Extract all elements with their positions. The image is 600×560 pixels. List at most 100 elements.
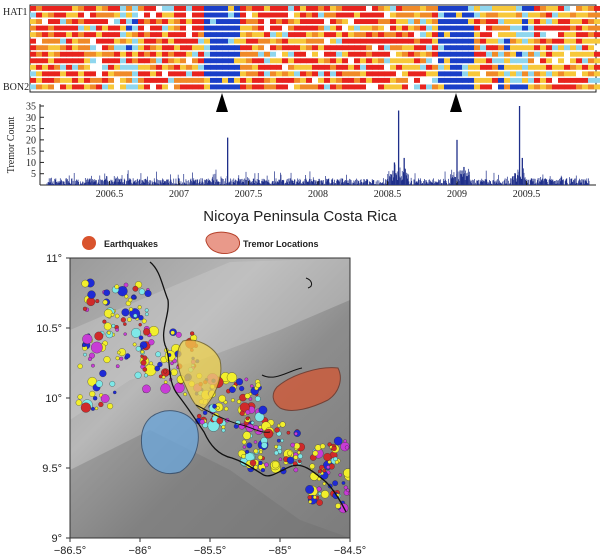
earthquake-point [87, 356, 92, 361]
heatmap-cell [246, 58, 253, 64]
heatmap-cell [282, 84, 289, 90]
heatmap-cell [342, 58, 349, 64]
heatmap-cell [564, 25, 571, 31]
heatmap-cell [528, 38, 535, 44]
earthquake-point [343, 485, 348, 490]
heatmap-cell [66, 32, 73, 38]
heatmap-cell [306, 77, 313, 83]
heatmap-cell [258, 12, 265, 18]
heatmap-cell [276, 45, 283, 51]
heatmap-cell [420, 25, 427, 31]
heatmap-cell [210, 25, 217, 31]
heatmap-cell [462, 25, 469, 31]
heatmap-cell [540, 77, 547, 83]
heatmap-cell [234, 64, 241, 70]
heatmap-cell [588, 64, 595, 70]
heatmap-cell [180, 25, 187, 31]
map-y-tick-label: 10° [45, 393, 62, 405]
heatmap-cell [534, 38, 541, 44]
heatmap-cell [324, 77, 331, 83]
heatmap-cell [60, 38, 67, 44]
heatmap-cell [480, 6, 487, 11]
heatmap-cell [474, 45, 481, 51]
heatmap-cell [468, 84, 475, 90]
heatmap-cell [54, 58, 61, 64]
heatmap-cell [366, 64, 373, 70]
heatmap-cell [354, 84, 361, 90]
heatmap-cell [258, 6, 265, 11]
heatmap-cell [114, 71, 121, 77]
heatmap-cell [480, 32, 487, 38]
heatmap-cell [498, 25, 505, 31]
heatmap-cell [432, 38, 439, 44]
heatmap-cell [510, 77, 517, 83]
heatmap-cell [186, 58, 193, 64]
heatmap-cell [186, 84, 193, 90]
heatmap-cell [336, 19, 343, 25]
heatmap-cell [192, 45, 199, 51]
heatmap-cell [42, 6, 49, 11]
earthquake-point [274, 427, 280, 433]
earthquake-point [297, 459, 302, 464]
heatmap-cell [402, 45, 409, 51]
heatmap-cell [90, 64, 97, 70]
heatmap-cell [312, 71, 319, 77]
earthquake-point [318, 491, 322, 496]
heatmap-cell [390, 6, 397, 11]
heatmap-cell [108, 32, 115, 38]
heatmap-cell [414, 25, 421, 31]
heatmap-cell [288, 71, 295, 77]
heatmap-cell [192, 32, 199, 38]
heatmap-cell [450, 84, 457, 90]
heatmap-cell [408, 32, 415, 38]
heatmap-cell [270, 51, 277, 57]
heatmap-cell [546, 45, 553, 51]
heatmap-cell [594, 64, 600, 70]
earthquake-point [263, 428, 274, 439]
heatmap-cell [318, 38, 325, 44]
heatmap-cell [198, 6, 205, 11]
heatmap-cell [168, 77, 175, 83]
heatmap-cell [156, 64, 163, 70]
heatmap-cell [474, 6, 481, 11]
heatmap-cell [108, 64, 115, 70]
heatmap-cell [108, 58, 115, 64]
heatmap-cell [318, 45, 325, 51]
heatmap-cell [546, 19, 553, 25]
trench-relief [70, 430, 350, 538]
heatmap-cell [318, 51, 325, 57]
heatmap-cell [48, 19, 55, 25]
heatmap-cell [354, 77, 361, 83]
y-tick-label: 30 [26, 113, 36, 124]
heatmap-cell [228, 6, 235, 11]
heatmap-cell [558, 77, 565, 83]
heatmap-cell [552, 71, 559, 77]
heatmap-cell [132, 12, 139, 18]
earthquake-point [312, 450, 319, 457]
heatmap-cell [450, 51, 457, 57]
heatmap-cell [414, 64, 421, 70]
heatmap-cell [78, 45, 85, 51]
heatmap-cell [102, 12, 109, 18]
heatmap-cell [378, 58, 385, 64]
earthquake-point [190, 331, 195, 336]
heatmap-cell [252, 71, 259, 77]
heatmap-cell [330, 6, 337, 11]
heatmap-cell [528, 45, 535, 51]
heatmap-cell [528, 51, 535, 57]
heatmap-cell [474, 51, 481, 57]
heatmap-cell [564, 51, 571, 57]
heatmap-cell [492, 71, 499, 77]
heatmap-cell [78, 32, 85, 38]
earthquake-point [131, 328, 141, 338]
earthquake-point [143, 328, 151, 336]
heatmap-cell [456, 64, 463, 70]
heatmap-cell [168, 12, 175, 18]
earthquake-point [320, 443, 326, 449]
heatmap-cell [438, 12, 445, 18]
heatmap-cell [162, 71, 169, 77]
map-x-tick-label: −85.5° [194, 545, 226, 557]
earthquake-point [224, 406, 229, 411]
earthquake-point [308, 500, 313, 504]
earthquake-point [102, 319, 107, 324]
